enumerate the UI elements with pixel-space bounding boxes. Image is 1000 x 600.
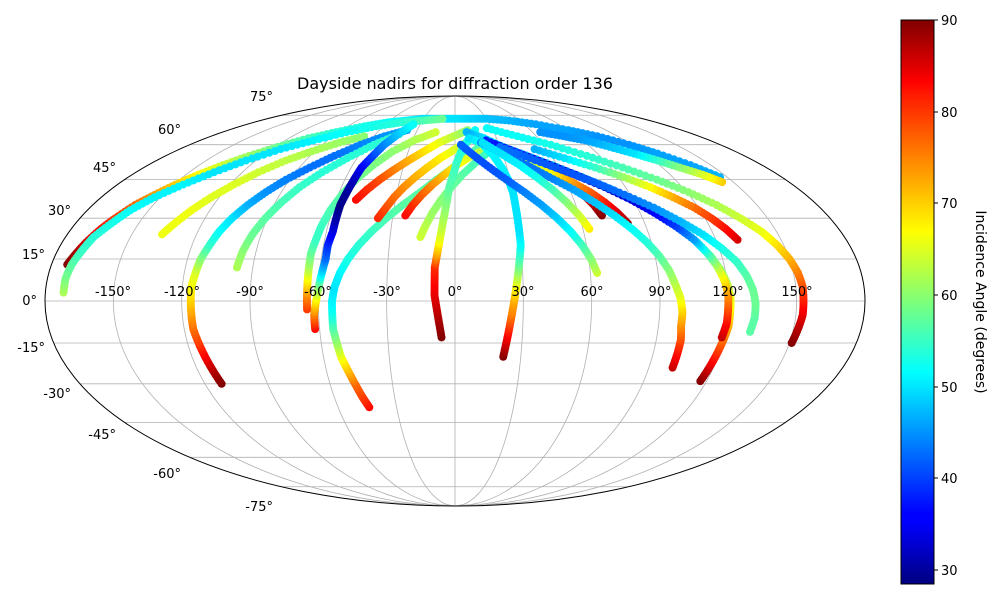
graticule bbox=[45, 96, 865, 506]
colorbar-tick-label: 70 bbox=[941, 197, 958, 212]
map-boundary bbox=[44, 95, 866, 507]
y-tick-label: -45° bbox=[88, 428, 116, 443]
data-point bbox=[612, 161, 621, 170]
colorbar-tick-label: 40 bbox=[941, 472, 958, 487]
data-point bbox=[530, 145, 539, 154]
y-tick-label: -60° bbox=[153, 467, 181, 482]
data-point bbox=[576, 149, 585, 158]
y-tick-label: 75° bbox=[250, 90, 273, 105]
data-point bbox=[438, 114, 447, 123]
colorbar-tick-label: 90 bbox=[941, 14, 958, 29]
y-tick-label: 0° bbox=[22, 294, 37, 309]
x-tick-label: -60° bbox=[304, 285, 332, 300]
x-tick-label: -30° bbox=[373, 285, 401, 300]
data-point bbox=[462, 128, 471, 137]
x-tick-labels: -150° -120° -90° -60° -30° 0° 30° 60° 90… bbox=[95, 285, 813, 300]
colorbar-tick-label: 50 bbox=[941, 381, 958, 396]
data-point bbox=[431, 128, 440, 137]
data-point bbox=[618, 163, 627, 172]
x-tick-label: 150° bbox=[781, 285, 812, 300]
colorbar-tick-label: 30 bbox=[941, 564, 958, 579]
data-point bbox=[478, 138, 487, 147]
y-tick-label: -15° bbox=[17, 341, 45, 356]
data-point bbox=[570, 148, 579, 157]
y-tick-label: 30° bbox=[48, 204, 71, 219]
x-tick-label: -120° bbox=[164, 285, 200, 300]
data-point bbox=[482, 124, 491, 133]
y-tick-label: 45° bbox=[93, 161, 116, 176]
data-point bbox=[456, 140, 465, 149]
data-points bbox=[59, 114, 808, 412]
x-tick-label: -150° bbox=[95, 285, 131, 300]
map-area bbox=[44, 95, 866, 507]
data-point bbox=[582, 151, 591, 160]
chart-title: Dayside nadirs for diffraction order 136 bbox=[297, 74, 613, 93]
data-point bbox=[536, 128, 545, 137]
colorbar-ticks: 30 40 50 60 70 80 90 bbox=[934, 14, 958, 579]
data-point bbox=[360, 132, 369, 141]
y-tick-label: -75° bbox=[245, 500, 273, 515]
x-tick-label: 120° bbox=[712, 285, 743, 300]
data-point bbox=[409, 120, 418, 129]
colorbar-tick-label: 80 bbox=[941, 106, 958, 121]
colorbar-gradient bbox=[900, 19, 935, 585]
x-tick-label: 0° bbox=[448, 285, 463, 300]
y-tick-label: -30° bbox=[43, 387, 71, 402]
colorbar-label: Incidence Angle (degrees) bbox=[972, 210, 988, 393]
x-tick-label: 30° bbox=[511, 285, 534, 300]
x-tick-label: 60° bbox=[580, 285, 603, 300]
x-tick-label: 90° bbox=[648, 285, 671, 300]
y-tick-label: 60° bbox=[158, 123, 181, 138]
colorbar: 30 40 50 60 70 80 90 Incidence Angle (de… bbox=[900, 14, 988, 585]
data-point bbox=[606, 159, 615, 168]
x-tick-label: -90° bbox=[236, 285, 264, 300]
y-tick-label: 15° bbox=[22, 248, 45, 263]
colorbar-tick-label: 60 bbox=[941, 289, 958, 304]
data-point bbox=[464, 134, 473, 143]
y-tick-labels: -75° -60° -45° -30° -15° 0° 15° 30° 45° … bbox=[17, 90, 273, 515]
